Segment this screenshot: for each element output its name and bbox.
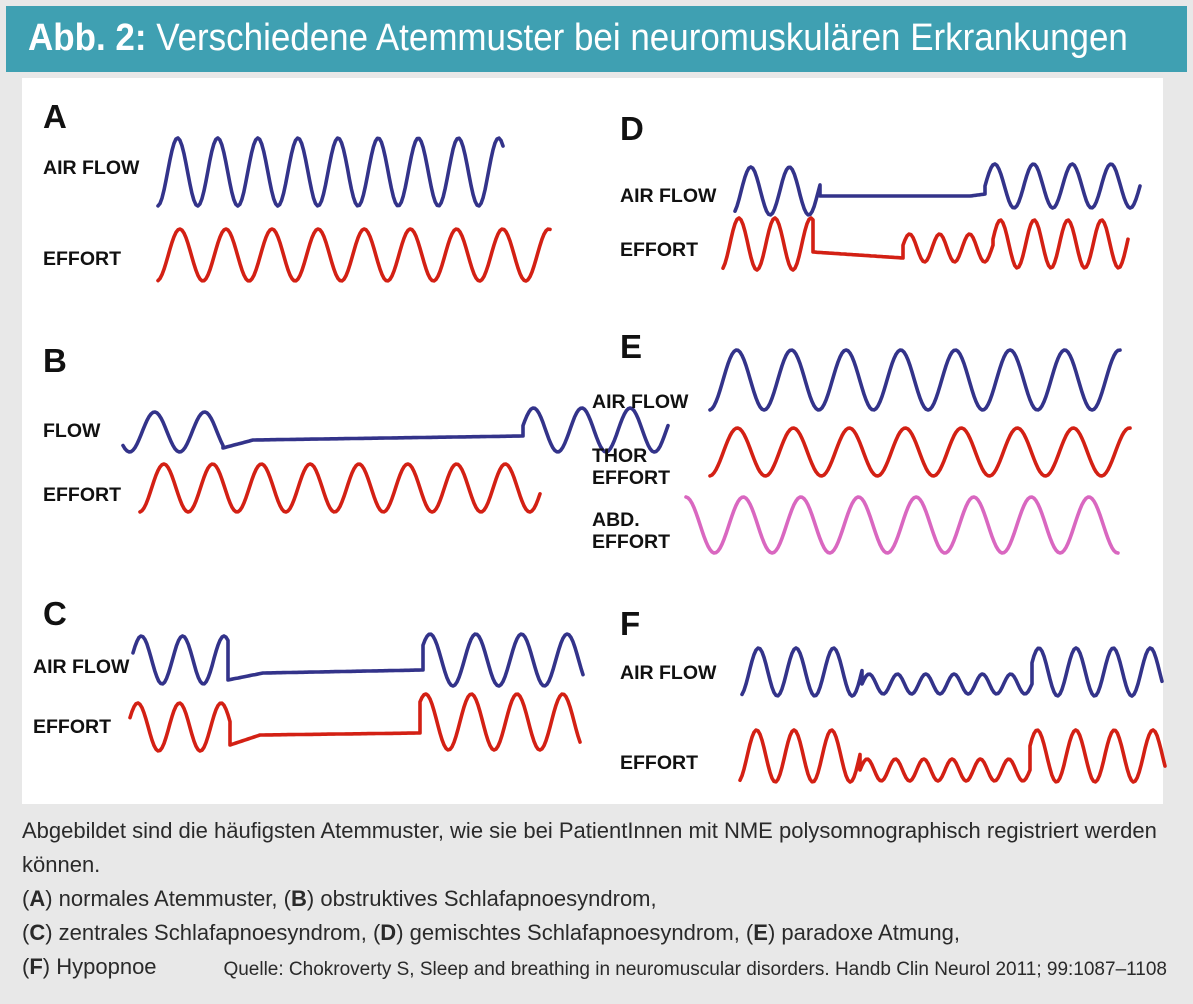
caption-text-e: paradoxe Atmung xyxy=(781,920,954,945)
trace-b-flow xyxy=(121,406,670,454)
trace-a-effort xyxy=(156,227,552,283)
caption-letter-b: B xyxy=(290,886,307,911)
trace-d-airflow xyxy=(733,162,1142,217)
trace-label-e-thor: THOR xyxy=(592,445,648,467)
trace-label-a-airflow: AIR FLOW xyxy=(43,157,140,179)
panel-label-c: C xyxy=(43,595,67,632)
figure-title: Abb. 2: Verschiedene Atemmuster bei neur… xyxy=(28,17,1128,60)
trace-e-thor-effort xyxy=(708,426,1132,478)
figure-number: Abb. 2: xyxy=(28,17,147,59)
caption-intro: Abgebildet sind die häufigsten Atemmuste… xyxy=(22,818,1157,877)
trace-label-a-effort: EFFORT xyxy=(43,248,121,270)
caption-letter-f: F xyxy=(29,954,43,979)
caption-letter-a: A xyxy=(29,886,46,911)
trace-label-b-flow: FLOW xyxy=(43,420,101,442)
trace-label-c-effort: EFFORT xyxy=(33,716,111,738)
trace-label-f-effort: EFFORT xyxy=(620,752,698,774)
trace-label-d-airflow: AIR FLOW xyxy=(620,185,717,207)
caption-text-c: zentrales Schlafapnoesyndrom xyxy=(58,920,361,945)
trace-a-airflow xyxy=(156,136,505,208)
caption-letter-e: E xyxy=(753,920,768,945)
figure-source: Quelle: Chokroverty S, Sleep and breathi… xyxy=(223,959,1167,980)
caption-letter-d: D xyxy=(380,920,397,945)
trace-label-e-airflow: AIR FLOW xyxy=(592,391,689,413)
caption-text-a: normales Atemmuster xyxy=(58,886,272,911)
trace-f-effort xyxy=(738,728,1167,784)
caption-letter-c: C xyxy=(29,920,46,945)
trace-e-abd-effort xyxy=(684,495,1120,555)
trace-c-airflow xyxy=(131,632,585,688)
panel-label-b: B xyxy=(43,342,67,379)
trace-label-e-abd: ABD. xyxy=(592,509,640,531)
figure-header: Abb. 2: Verschiedene Atemmuster bei neur… xyxy=(6,6,1187,72)
trace-label-f-airflow: AIR FLOW xyxy=(620,662,717,684)
figure-title-text: Verschiedene Atemmuster bei neuromuskulä… xyxy=(156,17,1128,59)
trace-label-e-abd-effort: EFFORT xyxy=(592,531,670,553)
trace-c-effort xyxy=(128,692,582,753)
panel-label-e: E xyxy=(620,328,643,365)
trace-label-c-airflow: AIR FLOW xyxy=(33,656,130,678)
trace-b-effort xyxy=(138,462,542,514)
caption-text-b: obstruktives Schlafapnoesyndrom xyxy=(320,886,651,911)
trace-d-effort xyxy=(721,216,1130,272)
trace-f-airflow xyxy=(740,646,1164,698)
trace-e-airflow xyxy=(708,348,1122,412)
trace-label-d-effort: EFFORT xyxy=(620,239,698,261)
caption-text-f: Hypopnoe xyxy=(56,954,157,979)
trace-label-b-effort: EFFORT xyxy=(43,484,121,506)
figure-caption: Abgebildet sind die häufigsten Atemmuste… xyxy=(22,818,1157,979)
caption-text-d: gemischtes Schlafapnoesyndrom xyxy=(409,920,734,945)
panel-label-f: F xyxy=(620,605,641,642)
panel-label-a: A xyxy=(43,98,67,135)
panel-label-d: D xyxy=(620,110,644,147)
trace-label-e-thor-effort: EFFORT xyxy=(592,467,670,489)
